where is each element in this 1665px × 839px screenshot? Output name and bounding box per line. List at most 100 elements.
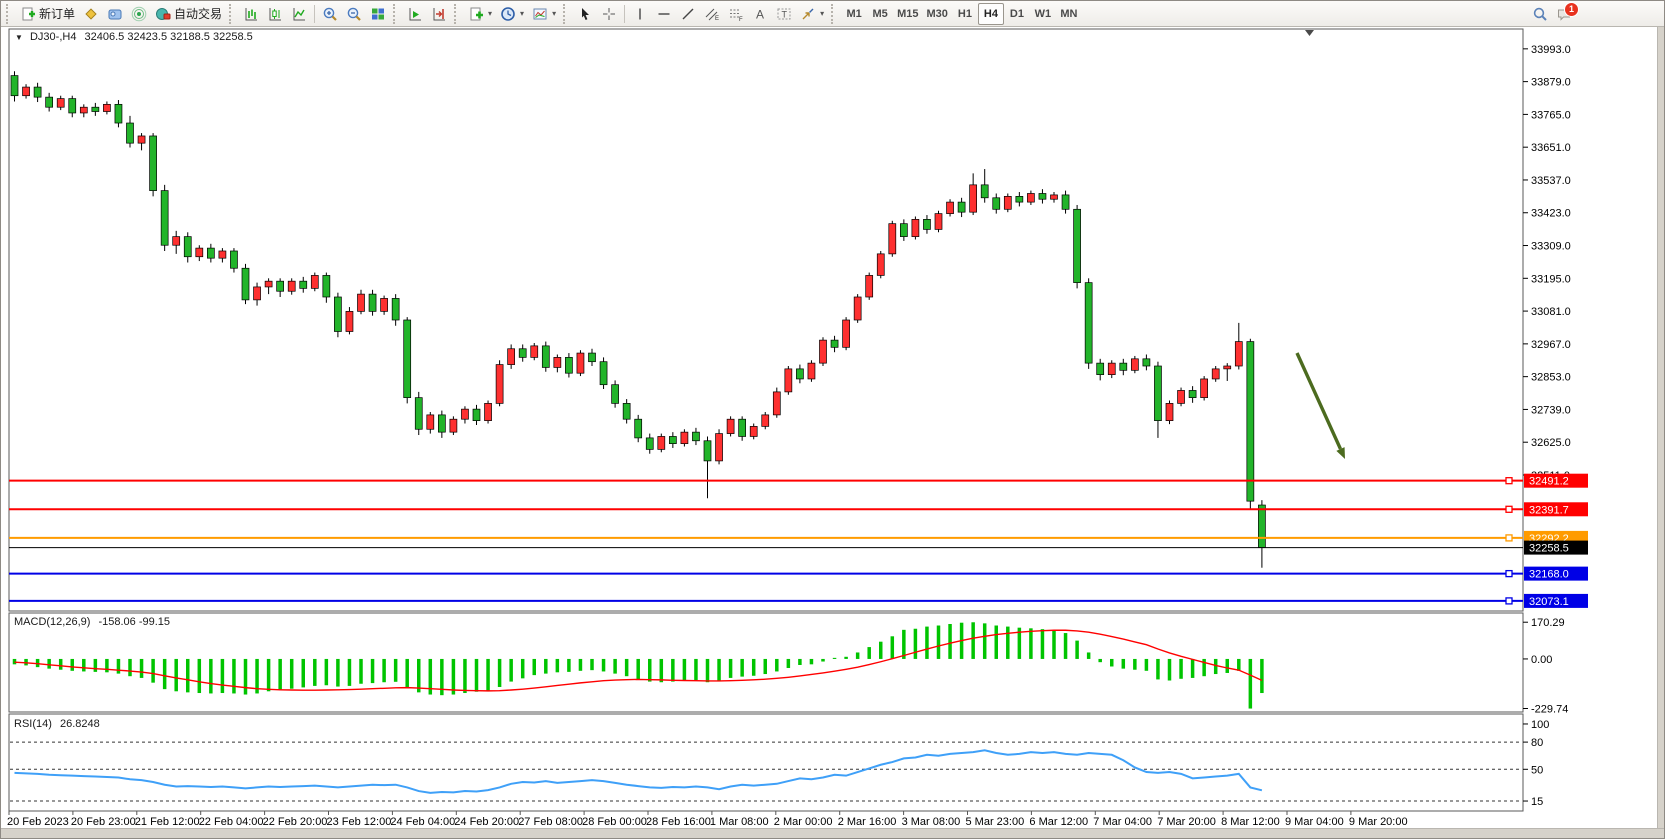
toolbar-grip	[6, 3, 11, 24]
equidistant-channel-button[interactable]: E	[700, 3, 724, 25]
new-order-button[interactable]: 新订单	[16, 3, 79, 25]
indicators-button[interactable]: ▾	[464, 3, 496, 25]
bar-chart-button[interactable]	[239, 3, 263, 25]
svg-text:E: E	[715, 16, 719, 22]
timeframe-m1-button[interactable]: M1	[841, 3, 867, 25]
toolbar-grip	[563, 3, 568, 24]
rsi-line	[14, 749, 1263, 794]
horizontal-line-object[interactable]	[9, 530, 1588, 545]
tile-windows-button[interactable]	[366, 3, 390, 25]
autotrading-icon	[156, 7, 171, 20]
fibonacci-button[interactable]: F	[724, 3, 748, 25]
candles	[10, 71, 1266, 568]
timeframe-w1-button[interactable]: W1	[1030, 3, 1056, 25]
autotrading-button[interactable]: 自动交易	[151, 3, 226, 25]
toolbar-separator	[624, 4, 626, 23]
autotrading-label: 自动交易	[174, 7, 223, 21]
candlestick-chart-icon	[269, 7, 282, 20]
notifications-button[interactable]: 1	[1552, 1, 1579, 25]
macd-signal-line	[14, 629, 1263, 692]
timeframe-m5-button[interactable]: M5	[867, 3, 893, 25]
toolbar-grip	[454, 3, 459, 24]
timeframe-h4-button[interactable]: H4	[977, 2, 1004, 25]
chart-shift-marker[interactable]	[1305, 30, 1314, 36]
signals-icon	[131, 6, 147, 21]
toolbar-grip	[229, 3, 234, 24]
text-label-button[interactable]: T	[772, 3, 796, 25]
toolbar: 新订单 自动交易	[1, 1, 1664, 27]
bar-chart-icon	[245, 7, 258, 20]
tile-windows-icon	[372, 8, 385, 19]
toolbar-grip	[393, 3, 398, 24]
horizontal-line-object[interactable]	[9, 502, 1588, 517]
timeframe-d1-button[interactable]: D1	[1004, 3, 1030, 25]
indicators-icon	[470, 7, 484, 20]
periods-caret-icon: ▾	[520, 9, 525, 18]
line-chart-icon	[293, 7, 306, 20]
price-pane	[8, 28, 1524, 612]
trendline-button[interactable]	[676, 3, 700, 25]
search-button[interactable]	[1528, 3, 1552, 25]
svg-text:A: A	[756, 7, 764, 21]
equidistant-channel-icon: E	[705, 8, 719, 22]
crosshair-icon	[603, 7, 616, 20]
chart-collapse-icon[interactable]: ▼	[15, 33, 23, 42]
new-order-label: 新订单	[39, 7, 76, 21]
indicators-caret-icon: ▾	[488, 9, 493, 18]
chart-shift-icon	[433, 7, 446, 20]
new-order-icon	[22, 7, 35, 20]
macd-name: MACD(12,26,9)	[14, 616, 91, 628]
line-chart-button[interactable]	[287, 3, 311, 25]
cursor-button[interactable]	[573, 3, 597, 25]
chart-ohlc-values: 32406.5 32423.5 32188.5 32258.5	[84, 31, 253, 43]
toolbar-separator	[314, 4, 316, 23]
svg-text:F: F	[739, 17, 743, 22]
rsi-pane	[8, 713, 1524, 812]
templates-caret-icon: ▾	[552, 9, 557, 18]
timeframe-m30-button[interactable]: M30	[923, 3, 952, 25]
timeframe-mn-button[interactable]: MN	[1056, 3, 1082, 25]
chart-title: ▼ DJ30-,H4 32406.5 32423.5 32188.5 32258…	[15, 31, 253, 43]
rsi-value: 26.8248	[59, 718, 100, 730]
horizontal-line-button[interactable]	[652, 3, 676, 25]
market-watch-icon	[85, 7, 97, 20]
window-right-edge	[1657, 27, 1664, 829]
price-axis[interactable]	[1523, 27, 1595, 811]
window-bottom-edge[interactable]	[1, 828, 1664, 838]
timeframe-m15-button[interactable]: M15	[893, 3, 922, 25]
text-label-icon: T	[777, 8, 791, 19]
zoom-in-icon	[323, 7, 337, 21]
vertical-line-button[interactable]	[628, 3, 652, 25]
arrows-caret-icon: ▾	[820, 9, 825, 18]
signals-button[interactable]	[127, 3, 151, 25]
chart-shift-button[interactable]	[427, 3, 451, 25]
navigator-button[interactable]	[103, 3, 127, 25]
fibonacci-icon: F	[730, 9, 743, 22]
chart-symbol-period: DJ30-,H4	[29, 31, 77, 43]
toolbar-grip	[831, 3, 836, 24]
periods-button[interactable]: ▾	[496, 3, 528, 25]
search-icon	[1533, 7, 1547, 21]
macd-indicator-label: MACD(12,26,9) -158.06 -99.15	[14, 616, 170, 628]
arrow-annotation[interactable]	[1295, 352, 1345, 459]
crosshair-button[interactable]	[597, 3, 621, 25]
text-button[interactable]: A	[748, 3, 772, 25]
auto-scroll-button[interactable]	[403, 3, 427, 25]
zoom-out-button[interactable]	[342, 3, 366, 25]
zoom-in-button[interactable]	[318, 3, 342, 25]
horizontal-line-object[interactable]	[9, 473, 1588, 488]
arrows-icon	[802, 8, 814, 19]
bid-price-line[interactable]	[9, 540, 1588, 555]
arrows-button[interactable]: ▾	[796, 3, 828, 25]
horizontal-line-object[interactable]	[9, 593, 1588, 608]
macd-values: -158.06 -99.15	[98, 616, 171, 628]
horizontal-line-object[interactable]	[9, 566, 1588, 581]
timeframe-h1-button[interactable]: H1	[952, 3, 978, 25]
rsi-name: RSI(14)	[14, 718, 52, 730]
clock-icon	[501, 6, 515, 21]
market-watch-button[interactable]	[79, 3, 103, 25]
candlestick-chart-button[interactable]	[263, 3, 287, 25]
templates-button[interactable]: ▾	[528, 3, 560, 25]
